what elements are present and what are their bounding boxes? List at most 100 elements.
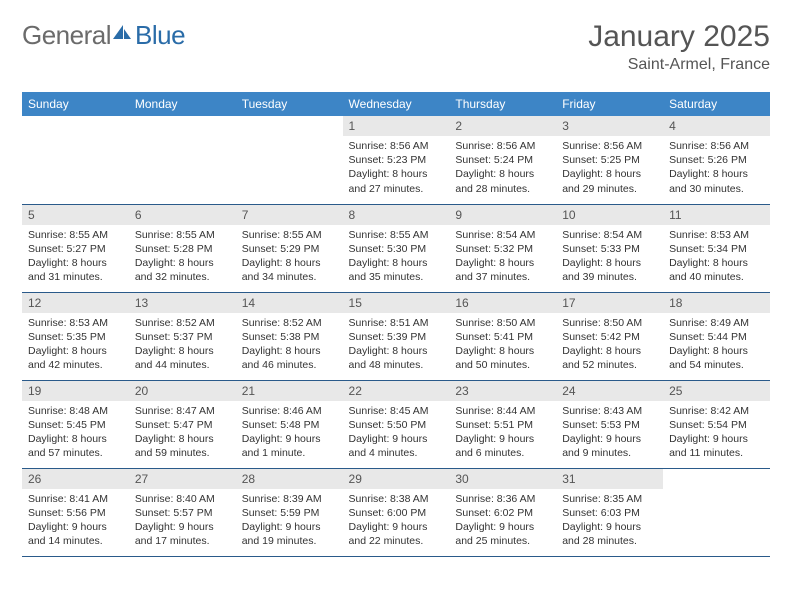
calendar-day-cell — [22, 116, 129, 204]
calendar-day-cell — [129, 116, 236, 204]
calendar-day-cell: 12Sunrise: 8:53 AMSunset: 5:35 PMDayligh… — [22, 292, 129, 380]
day-details: Sunrise: 8:49 AMSunset: 5:44 PMDaylight:… — [663, 313, 770, 377]
day-details: Sunrise: 8:51 AMSunset: 5:39 PMDaylight:… — [343, 313, 450, 377]
calendar-day-cell: 18Sunrise: 8:49 AMSunset: 5:44 PMDayligh… — [663, 292, 770, 380]
day-number: 15 — [343, 293, 450, 313]
column-header: Friday — [556, 92, 663, 116]
column-header: Sunday — [22, 92, 129, 116]
month-title: January 2025 — [588, 20, 770, 54]
day-details: Sunrise: 8:55 AMSunset: 5:28 PMDaylight:… — [129, 225, 236, 289]
day-details: Sunrise: 8:55 AMSunset: 5:27 PMDaylight:… — [22, 225, 129, 289]
calendar-day-cell: 6Sunrise: 8:55 AMSunset: 5:28 PMDaylight… — [129, 204, 236, 292]
day-number: 21 — [236, 381, 343, 401]
calendar-day-cell: 14Sunrise: 8:52 AMSunset: 5:38 PMDayligh… — [236, 292, 343, 380]
calendar-day-cell: 10Sunrise: 8:54 AMSunset: 5:33 PMDayligh… — [556, 204, 663, 292]
day-details: Sunrise: 8:56 AMSunset: 5:25 PMDaylight:… — [556, 136, 663, 200]
day-number: 7 — [236, 205, 343, 225]
day-number: 6 — [129, 205, 236, 225]
day-details: Sunrise: 8:53 AMSunset: 5:35 PMDaylight:… — [22, 313, 129, 377]
day-details: Sunrise: 8:35 AMSunset: 6:03 PMDaylight:… — [556, 489, 663, 553]
day-details: Sunrise: 8:50 AMSunset: 5:41 PMDaylight:… — [449, 313, 556, 377]
calendar-day-cell: 1Sunrise: 8:56 AMSunset: 5:23 PMDaylight… — [343, 116, 450, 204]
day-number: 11 — [663, 205, 770, 225]
day-details: Sunrise: 8:52 AMSunset: 5:38 PMDaylight:… — [236, 313, 343, 377]
day-number: 27 — [129, 469, 236, 489]
day-number: 4 — [663, 116, 770, 136]
calendar-week-row: 12Sunrise: 8:53 AMSunset: 5:35 PMDayligh… — [22, 292, 770, 380]
day-details: Sunrise: 8:48 AMSunset: 5:45 PMDaylight:… — [22, 401, 129, 465]
calendar-day-cell — [663, 468, 770, 556]
day-details: Sunrise: 8:54 AMSunset: 5:32 PMDaylight:… — [449, 225, 556, 289]
calendar-day-cell: 28Sunrise: 8:39 AMSunset: 5:59 PMDayligh… — [236, 468, 343, 556]
logo-sail-icon — [111, 23, 133, 41]
page-header: General Blue January 2025 Saint-Armel, F… — [22, 20, 770, 74]
day-details: Sunrise: 8:54 AMSunset: 5:33 PMDaylight:… — [556, 225, 663, 289]
calendar-day-cell: 17Sunrise: 8:50 AMSunset: 5:42 PMDayligh… — [556, 292, 663, 380]
day-details: Sunrise: 8:41 AMSunset: 5:56 PMDaylight:… — [22, 489, 129, 553]
day-number: 14 — [236, 293, 343, 313]
day-number: 24 — [556, 381, 663, 401]
day-details: Sunrise: 8:38 AMSunset: 6:00 PMDaylight:… — [343, 489, 450, 553]
calendar-day-cell: 16Sunrise: 8:50 AMSunset: 5:41 PMDayligh… — [449, 292, 556, 380]
day-details: Sunrise: 8:46 AMSunset: 5:48 PMDaylight:… — [236, 401, 343, 465]
day-number: 28 — [236, 469, 343, 489]
day-details: Sunrise: 8:45 AMSunset: 5:50 PMDaylight:… — [343, 401, 450, 465]
logo: General Blue — [22, 20, 185, 51]
day-number: 5 — [22, 205, 129, 225]
calendar-day-cell — [236, 116, 343, 204]
calendar-day-cell: 3Sunrise: 8:56 AMSunset: 5:25 PMDaylight… — [556, 116, 663, 204]
calendar-day-cell: 5Sunrise: 8:55 AMSunset: 5:27 PMDaylight… — [22, 204, 129, 292]
calendar-day-cell: 30Sunrise: 8:36 AMSunset: 6:02 PMDayligh… — [449, 468, 556, 556]
day-details: Sunrise: 8:39 AMSunset: 5:59 PMDaylight:… — [236, 489, 343, 553]
day-number: 31 — [556, 469, 663, 489]
day-details: Sunrise: 8:44 AMSunset: 5:51 PMDaylight:… — [449, 401, 556, 465]
column-header: Tuesday — [236, 92, 343, 116]
calendar-day-cell: 4Sunrise: 8:56 AMSunset: 5:26 PMDaylight… — [663, 116, 770, 204]
day-number: 30 — [449, 469, 556, 489]
calendar-table: SundayMondayTuesdayWednesdayThursdayFrid… — [22, 92, 770, 557]
day-number: 18 — [663, 293, 770, 313]
column-header: Monday — [129, 92, 236, 116]
day-number: 22 — [343, 381, 450, 401]
logo-text-general: General — [22, 20, 111, 51]
calendar-day-cell: 29Sunrise: 8:38 AMSunset: 6:00 PMDayligh… — [343, 468, 450, 556]
day-details: Sunrise: 8:47 AMSunset: 5:47 PMDaylight:… — [129, 401, 236, 465]
day-number: 12 — [22, 293, 129, 313]
calendar-day-cell: 15Sunrise: 8:51 AMSunset: 5:39 PMDayligh… — [343, 292, 450, 380]
calendar-day-cell: 22Sunrise: 8:45 AMSunset: 5:50 PMDayligh… — [343, 380, 450, 468]
location-label: Saint-Armel, France — [588, 56, 770, 74]
day-details: Sunrise: 8:56 AMSunset: 5:26 PMDaylight:… — [663, 136, 770, 200]
day-number: 17 — [556, 293, 663, 313]
calendar-week-row: 5Sunrise: 8:55 AMSunset: 5:27 PMDaylight… — [22, 204, 770, 292]
calendar-day-cell: 9Sunrise: 8:54 AMSunset: 5:32 PMDaylight… — [449, 204, 556, 292]
logo-text-blue: Blue — [135, 20, 185, 51]
day-details: Sunrise: 8:43 AMSunset: 5:53 PMDaylight:… — [556, 401, 663, 465]
calendar-day-cell: 20Sunrise: 8:47 AMSunset: 5:47 PMDayligh… — [129, 380, 236, 468]
day-details: Sunrise: 8:40 AMSunset: 5:57 PMDaylight:… — [129, 489, 236, 553]
calendar-week-row: 19Sunrise: 8:48 AMSunset: 5:45 PMDayligh… — [22, 380, 770, 468]
day-number: 1 — [343, 116, 450, 136]
calendar-day-cell: 8Sunrise: 8:55 AMSunset: 5:30 PMDaylight… — [343, 204, 450, 292]
calendar-header-row: SundayMondayTuesdayWednesdayThursdayFrid… — [22, 92, 770, 116]
day-number: 25 — [663, 381, 770, 401]
column-header: Thursday — [449, 92, 556, 116]
title-block: January 2025 Saint-Armel, France — [588, 20, 770, 74]
day-number: 13 — [129, 293, 236, 313]
calendar-week-row: 26Sunrise: 8:41 AMSunset: 5:56 PMDayligh… — [22, 468, 770, 556]
column-header: Wednesday — [343, 92, 450, 116]
calendar-week-row: 1Sunrise: 8:56 AMSunset: 5:23 PMDaylight… — [22, 116, 770, 204]
day-number: 10 — [556, 205, 663, 225]
calendar-day-cell: 26Sunrise: 8:41 AMSunset: 5:56 PMDayligh… — [22, 468, 129, 556]
day-number: 29 — [343, 469, 450, 489]
day-details: Sunrise: 8:36 AMSunset: 6:02 PMDaylight:… — [449, 489, 556, 553]
day-number: 2 — [449, 116, 556, 136]
day-details: Sunrise: 8:53 AMSunset: 5:34 PMDaylight:… — [663, 225, 770, 289]
day-number: 9 — [449, 205, 556, 225]
day-number: 23 — [449, 381, 556, 401]
calendar-day-cell: 31Sunrise: 8:35 AMSunset: 6:03 PMDayligh… — [556, 468, 663, 556]
day-details: Sunrise: 8:55 AMSunset: 5:30 PMDaylight:… — [343, 225, 450, 289]
day-number: 3 — [556, 116, 663, 136]
calendar-day-cell: 24Sunrise: 8:43 AMSunset: 5:53 PMDayligh… — [556, 380, 663, 468]
day-details: Sunrise: 8:56 AMSunset: 5:23 PMDaylight:… — [343, 136, 450, 200]
day-details: Sunrise: 8:50 AMSunset: 5:42 PMDaylight:… — [556, 313, 663, 377]
